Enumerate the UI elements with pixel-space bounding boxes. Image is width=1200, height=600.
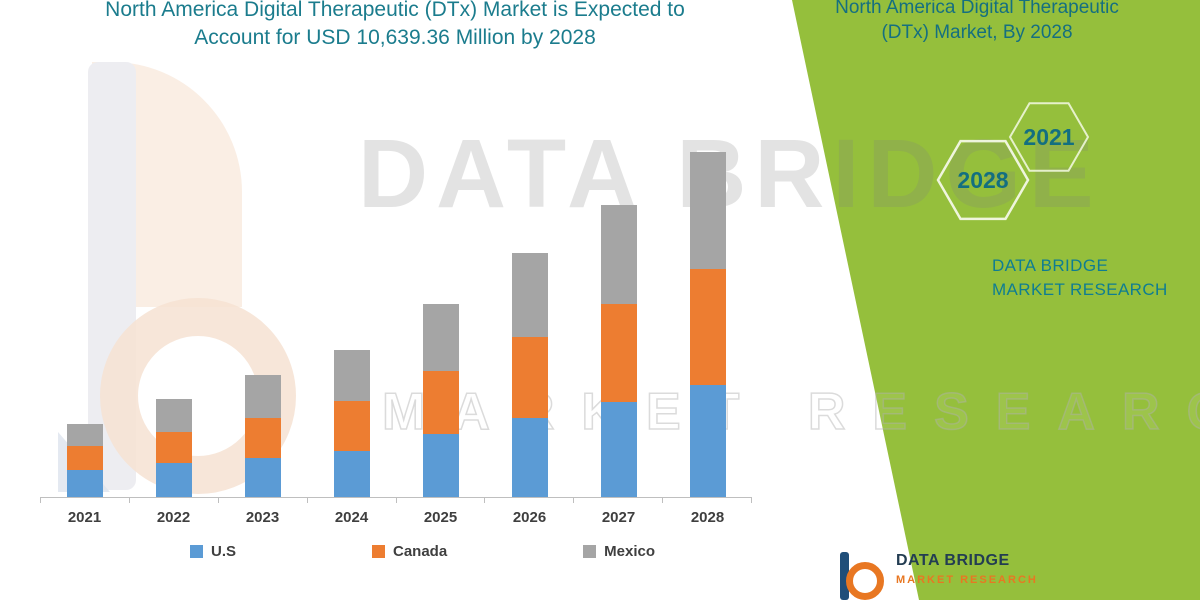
- hexagon-2021-label: 2021: [1023, 124, 1074, 150]
- x-axis-label-2024: 2024: [334, 509, 369, 526]
- chart-legend: U.S Canada Mexico: [190, 543, 655, 560]
- bar-column-2026: [485, 140, 574, 497]
- databridge-logo-icon: [840, 552, 886, 600]
- hexagon-2028: [936, 139, 1030, 221]
- bar-segment-canada-2027: [600, 304, 637, 402]
- x-axis-label-2028: 2028: [690, 509, 725, 526]
- bar-segment-mexico-2022: [155, 398, 192, 432]
- axis-tick: [397, 498, 486, 503]
- bar-segment-us-2024: [333, 451, 370, 497]
- axis-tick: [574, 498, 664, 503]
- legend-swatch: [190, 545, 203, 558]
- axis-tick: [308, 498, 397, 503]
- page-title-line2: Account for USD 10,639.36 Million by 202…: [194, 26, 596, 50]
- bar-segment-canada-2028: [689, 268, 726, 386]
- bar-segment-us-2027: [600, 401, 637, 497]
- stacked-bar-chart: 2021 2022 2023 2024 2025 2026 2027 2028 U.S Cana…: [40, 140, 752, 560]
- bar-segment-us-2026: [511, 417, 548, 497]
- hexagon-2021: [1008, 102, 1090, 172]
- stacked-bar-2027: [600, 204, 637, 497]
- bar-segment-mexico-2021: [66, 423, 103, 447]
- bar-column-2028: [663, 140, 752, 497]
- bar-segment-canada-2022: [155, 431, 192, 464]
- legend-label: Canada: [392, 543, 448, 560]
- x-axis-label-2025: 2025: [423, 509, 458, 526]
- legend-swatch: [371, 545, 385, 558]
- legend-item-mexico: Mexico: [583, 543, 655, 560]
- stacked-bar-2022: [155, 398, 192, 497]
- footer-logo-text: DATA BRIDGE MARKET RESEARCH: [896, 552, 1038, 586]
- bar-column-2027: [574, 140, 663, 497]
- stacked-bar-2026: [511, 253, 548, 497]
- bar-segment-mexico-2027: [600, 204, 637, 305]
- page-title-line1: North America Digital Therapeutic (DTx) …: [105, 0, 685, 21]
- bar-segment-canada-2023: [244, 417, 281, 459]
- bar-column-2021: [40, 140, 129, 497]
- axis-tick: [663, 498, 752, 503]
- bar-segment-us-2022: [155, 463, 192, 497]
- legend-label: U.S: [211, 543, 237, 560]
- x-axis-label-2023: 2023: [245, 509, 280, 526]
- bar-segment-canada-2026: [511, 336, 548, 418]
- stacked-bar-2023: [244, 375, 281, 497]
- logo-stem-shape: [840, 552, 849, 600]
- hexagon-2028-label: 2028: [957, 167, 1008, 193]
- axis-tick: [130, 498, 219, 503]
- bar-column-2023: [218, 140, 307, 497]
- stacked-bar-2024: [333, 349, 370, 497]
- x-axis-label-2027: 2027: [601, 509, 636, 526]
- x-axis-label-2021: 2021: [67, 509, 102, 526]
- legend-item-canada: Canada: [371, 543, 448, 560]
- bar-segment-canada-2024: [333, 400, 370, 452]
- footer-logo-subtitle: MARKET RESEARCH: [896, 574, 1038, 586]
- legend-item-us: U.S: [190, 543, 236, 560]
- footer-logo-title: DATA BRIDGE: [896, 552, 1010, 569]
- bar-segment-mexico-2026: [511, 253, 548, 337]
- stacked-bar-2025: [422, 304, 459, 497]
- bar-column-2022: [129, 140, 218, 497]
- bar-segment-mexico-2025: [422, 304, 459, 372]
- bar-segment-canada-2021: [66, 446, 103, 470]
- x-axis-labels: 2021 2022 2023 2024 2025 2026 2027 2028: [40, 509, 752, 526]
- axis-tick: [485, 498, 575, 503]
- bar-segment-us-2028: [689, 385, 726, 497]
- plot-area: [40, 140, 752, 498]
- bar-segment-mexico-2028: [689, 151, 726, 269]
- stacked-bar-2021: [66, 423, 103, 497]
- bar-segment-mexico-2024: [333, 349, 370, 401]
- brand-text: DATA BRIDGE MARKET RESEARCH: [992, 256, 1168, 299]
- bar-column-2024: [307, 140, 396, 497]
- stacked-bar-2028: [689, 151, 726, 497]
- bar-segment-canada-2025: [422, 371, 459, 435]
- bar-segment-us-2025: [422, 434, 459, 497]
- page-title: North America Digital Therapeutic (DTx) …: [30, 0, 760, 53]
- x-axis-label-2022: 2022: [156, 509, 191, 526]
- x-axis-ticks: [40, 498, 752, 503]
- axis-tick: [40, 498, 130, 503]
- hexagon-year-badges: 2028 2021: [936, 102, 1090, 221]
- legend-swatch: [583, 545, 597, 558]
- databridge-watermark-text: DATA BRIDGE: [358, 119, 1102, 228]
- x-axis-label-2026: 2026: [512, 509, 547, 526]
- logo-ring-shape: [846, 562, 884, 600]
- axis-tick: [219, 498, 308, 503]
- bar-segment-mexico-2023: [244, 375, 281, 418]
- bar-segment-us-2023: [244, 458, 281, 497]
- footer-logo: DATA BRIDGE MARKET RESEARCH: [840, 552, 1038, 600]
- bar-column-2025: [396, 140, 485, 497]
- bar-segment-us-2021: [66, 469, 103, 497]
- side-panel-heading: North America Digital Therapeutic (DTx) …: [835, 0, 1119, 44]
- legend-label: Mexico: [604, 543, 655, 560]
